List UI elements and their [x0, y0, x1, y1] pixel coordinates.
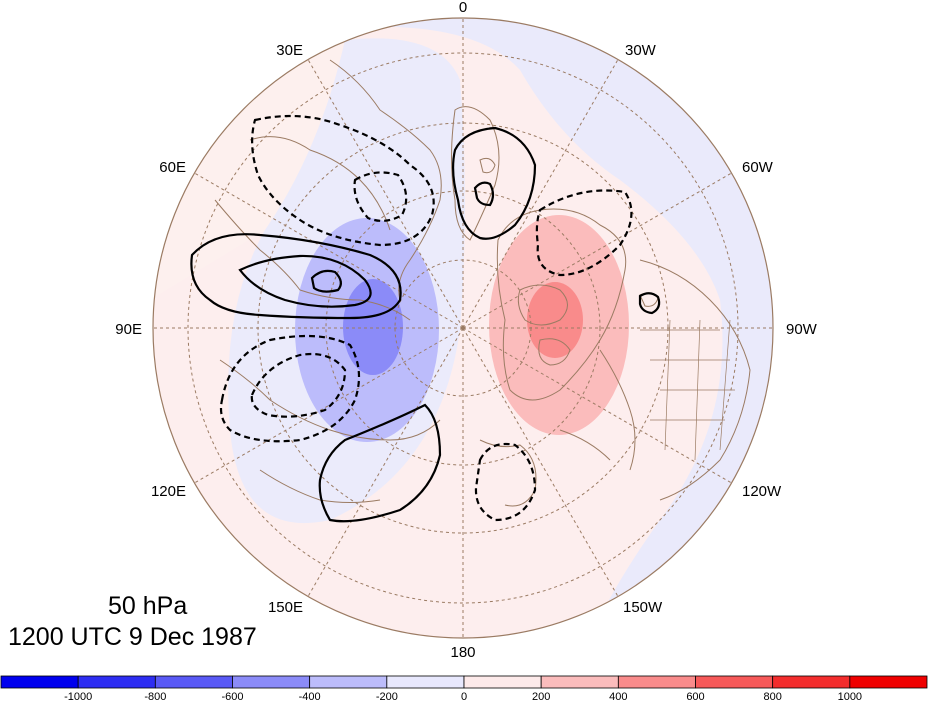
map-disk	[153, 18, 773, 638]
contour-negative-europe-asia	[251, 114, 435, 247]
polar-map: 0 30W 60W 90W 120W 150W 180 150E 120E 90…	[115, 0, 817, 661]
contour-positive-asia-middle	[238, 254, 372, 308]
negative-anomaly-core	[343, 279, 403, 375]
lon-label-90w: 90W	[786, 321, 818, 338]
contour-positive-europe	[451, 126, 537, 240]
colorbar-box	[154, 675, 233, 689]
lon-label-150e: 150E	[268, 599, 303, 616]
contour-positive-asia-inner	[310, 269, 342, 293]
colorbar-tick-label: 600	[686, 691, 704, 702]
contour-negative-asia-south-outer	[219, 334, 361, 443]
contour-positive-europe-inner	[473, 181, 495, 207]
contour-positive-siberia	[318, 403, 442, 523]
level-title: 50 hPa	[108, 592, 188, 620]
lon-label-60w: 60W	[742, 159, 774, 176]
colorbar-tick-label: 400	[609, 691, 627, 702]
colorbar-box	[309, 675, 388, 689]
contour-negative-alaska	[474, 442, 537, 522]
political-boundaries	[640, 319, 735, 461]
colorbar-box	[617, 675, 696, 689]
negative-contours	[219, 114, 633, 522]
longitude-labels: 0 30W 60W 90W 120W 150W 180 150E 120E 90…	[115, 0, 817, 661]
colorbar-box	[695, 675, 774, 689]
contour-positive-asia-outer	[190, 233, 402, 320]
lon-label-120w: 120W	[742, 483, 782, 500]
lon-label-30w: 30W	[625, 42, 657, 59]
lon-label-90e: 90E	[115, 321, 142, 338]
colorbar-tick-label: 200	[532, 691, 550, 702]
colorbar-labels: -1000 -800 -600 -400 -200 0 200 400 600 800 1000	[64, 691, 862, 702]
colorbar-box	[540, 675, 619, 689]
negative-background-field-east	[320, 18, 773, 638]
colorbar-box	[0, 675, 79, 689]
parallel-circles	[187, 52, 739, 604]
colorbar-tick-label: 0	[461, 691, 467, 702]
contours	[190, 114, 661, 523]
contour-negative-asia-south-inner	[250, 352, 347, 418]
lon-label-180: 180	[450, 644, 475, 661]
colorbar-box	[386, 675, 465, 689]
positive-anomaly-core	[527, 282, 583, 358]
colorbar-box	[772, 675, 851, 689]
colorbar: -1000 -800 -600 -400 -200 0 200 400 600 800 1000	[0, 675, 928, 702]
colorbar-box	[463, 675, 542, 689]
colorbar-boxes	[0, 675, 928, 689]
map-boundary	[152, 17, 774, 639]
lon-label-150w: 150W	[623, 599, 663, 616]
colorbar-tick-label: -200	[376, 691, 398, 702]
colorbar-box	[77, 675, 156, 689]
lon-label-120e: 120E	[151, 483, 186, 500]
lon-label-60e: 60E	[159, 159, 186, 176]
contour-positive-hudson	[638, 292, 661, 315]
contour-negative-greenland	[535, 189, 633, 277]
colorbar-tick-label: -600	[221, 691, 243, 702]
colorbar-box	[849, 675, 928, 689]
colorbar-box	[232, 675, 311, 689]
colorbar-tick-label: 1000	[838, 691, 862, 702]
lon-label-30e: 30E	[276, 42, 303, 59]
time-title: 1200 UTC 9 Dec 1987	[8, 623, 257, 651]
colorbar-tick-label: -1000	[64, 691, 92, 702]
contour-negative-europe-asia-inner	[353, 171, 408, 222]
colorbar-tick-label: -400	[299, 691, 321, 702]
meridian-lines	[153, 18, 773, 638]
lon-label-0: 0	[459, 0, 467, 16]
coastlines	[214, 59, 751, 507]
colorbar-tick-label: 800	[763, 691, 781, 702]
colorbar-tick-label: -800	[144, 691, 166, 702]
